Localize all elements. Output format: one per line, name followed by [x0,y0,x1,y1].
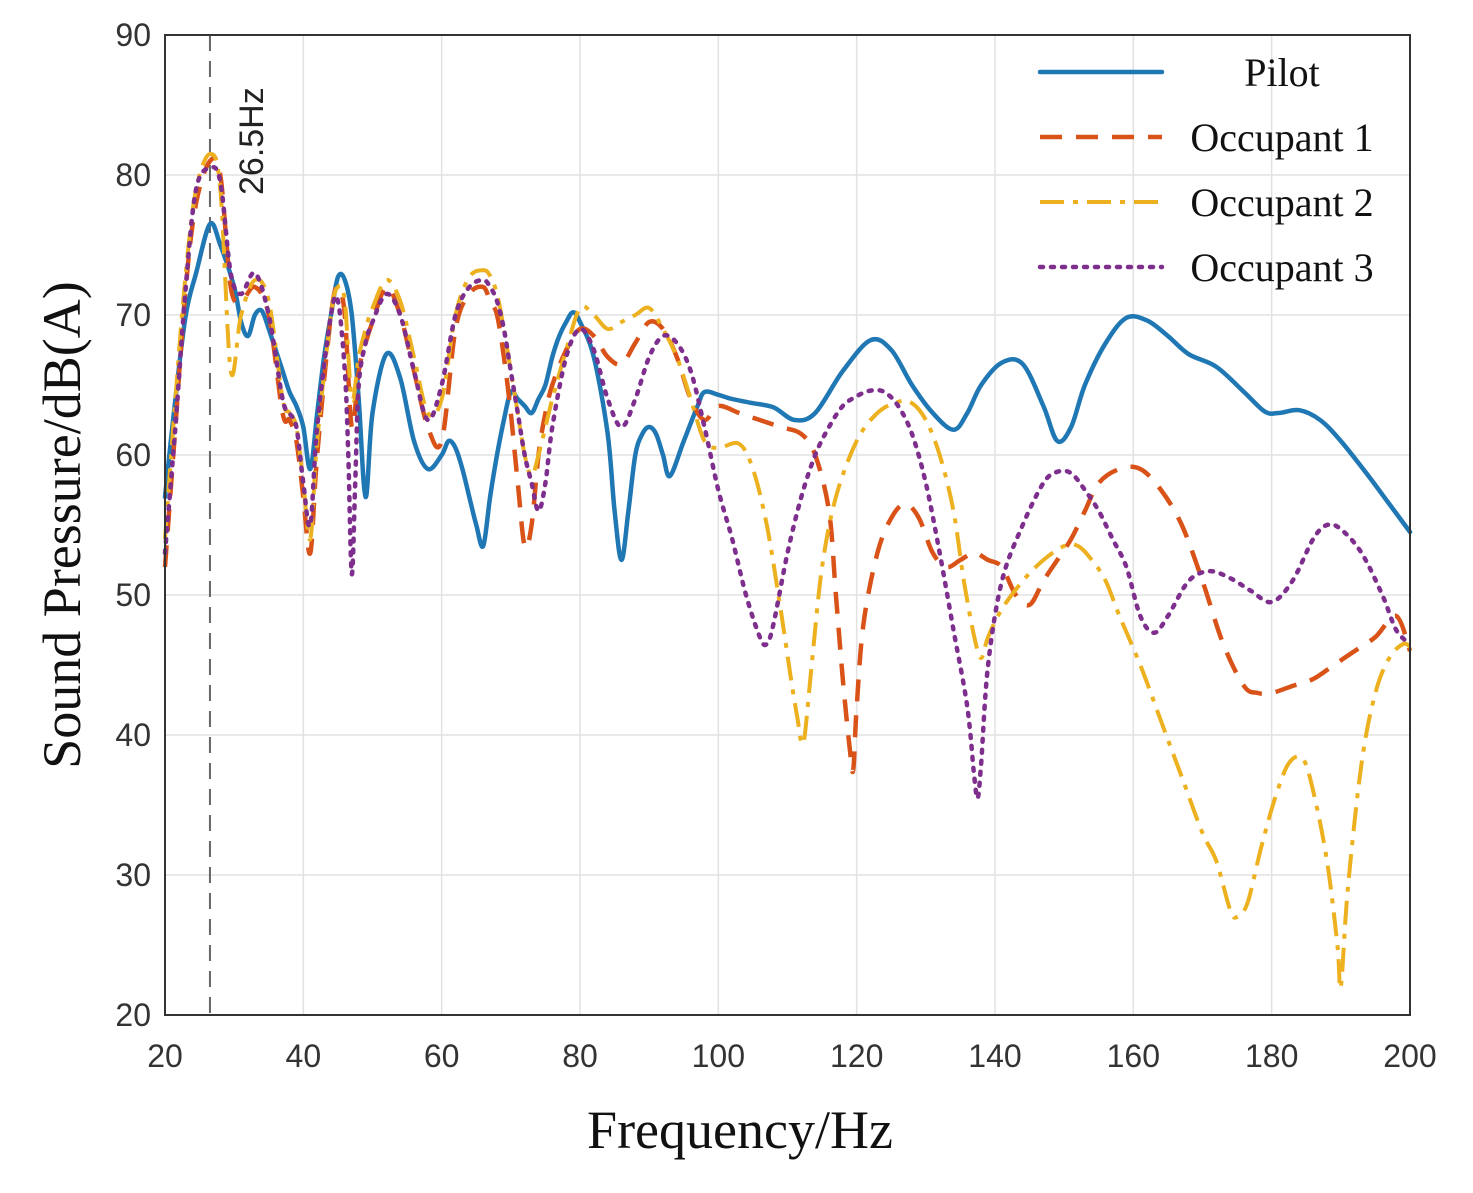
legend-label-occupant-3: Occupant 3 [1190,245,1373,290]
x-tick-labels: 20 40 60 80 100 120 140 160 180 200 [147,1038,1436,1074]
x-tick-label-20: 20 [147,1038,183,1074]
x-tick-label-180: 180 [1245,1038,1298,1074]
x-tick-label-140: 140 [968,1038,1021,1074]
y-tick-label-60: 60 [115,437,151,473]
plot-frame [164,34,1411,1016]
y-tick-label-20: 20 [115,997,151,1033]
y-tick-label-50: 50 [115,577,151,613]
x-tick-label-40: 40 [286,1038,322,1074]
x-tick-label-200: 200 [1383,1038,1436,1074]
legend: Pilot Occupant 1 Occupant 2 Occupant 3 [1037,50,1374,290]
y-tick-label-80: 80 [115,157,151,193]
series-line-occupant-2 [163,151,1412,991]
x-tick-label-100: 100 [692,1038,745,1074]
y-axis-title: Sound Pressure/dB(A) [32,281,92,768]
series-line-occupant-3 [162,164,1413,801]
legend-label-pilot: Pilot [1244,50,1320,95]
x-tick-label-80: 80 [562,1038,598,1074]
x-tick-label-160: 160 [1107,1038,1160,1074]
peak-frequency-annotation: 26.5Hz [233,87,271,195]
series-line-occupant-1 [162,155,1413,775]
plot-area-background [165,35,1410,1015]
x-tick-label-60: 60 [424,1038,460,1074]
legend-label-occupant-2: Occupant 2 [1190,180,1373,225]
y-tick-label-70: 70 [115,297,151,333]
y-tick-label-30: 30 [115,857,151,893]
series-line-pilot [162,220,1413,563]
x-axis-title: Frequency/Hz [587,1100,893,1160]
y-tick-label-40: 40 [115,717,151,753]
series-lines [162,151,1413,991]
y-tick-labels: 20 30 40 50 60 70 80 90 [115,17,151,1033]
y-tick-label-90: 90 [115,17,151,53]
x-tick-label-120: 120 [830,1038,883,1074]
legend-label-occupant-1: Occupant 1 [1190,115,1373,160]
